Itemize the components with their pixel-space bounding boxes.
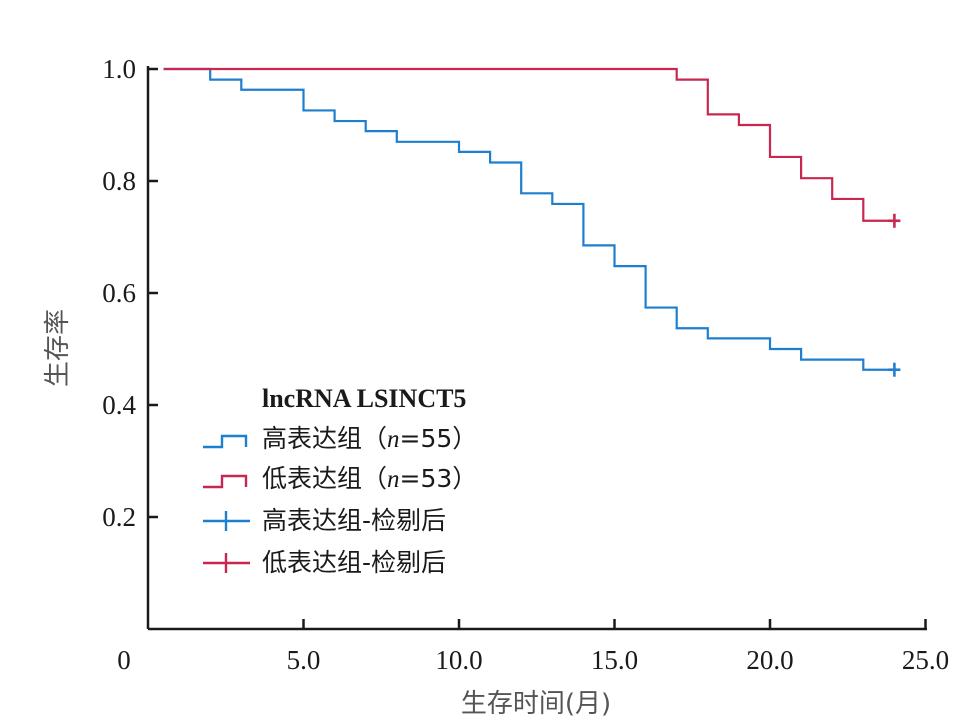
x-tick-label: 25.0: [902, 645, 949, 675]
legend-item-high-censored: 高表达组-检剔后: [203, 506, 446, 535]
y-tick-label: 1.0: [102, 54, 136, 84]
legend-label-high-main: 高表达组: [262, 424, 362, 453]
legend: lncRNA LSINCT5 高表达组（n=55） 低表达组（n=53） 高表达…: [203, 384, 477, 577]
legend-item-high: 高表达组（n=55）: [203, 424, 477, 453]
x-tick-label: 10.0: [435, 645, 482, 675]
legend-item-low-censored: 低表达组-检剔后: [203, 548, 446, 577]
x-tick-label: 20.0: [746, 645, 793, 675]
legend-step-swatch-low: [203, 474, 248, 489]
legend-label-high-open: （: [362, 424, 387, 453]
legend-label-high-n: n: [387, 426, 400, 453]
y-tick-label: 0.2: [102, 502, 136, 532]
y-tick-label: 0.8: [102, 166, 136, 196]
x-tick-label: 15.0: [591, 645, 638, 675]
x-tick-label: 5.0: [287, 645, 321, 675]
x-tick-label: 0: [117, 645, 131, 675]
legend-label-low-n: n: [387, 466, 400, 493]
legend-label-low-open: （: [362, 464, 387, 493]
x-axis-title: 生存时间(月): [461, 689, 611, 719]
curve-high-expression: [163, 67, 895, 371]
legend-label-high-censored: 高表达组-检剔后: [262, 506, 446, 535]
curve-low-expression: [163, 67, 895, 222]
ticks: 0 5.0 10.0 15.0 20.0 25.0 0.2 0.4 0.6 0.8 1.0: [102, 54, 949, 675]
legend-label-high-rest: =55）: [400, 424, 478, 453]
y-tick-label: 0.6: [102, 278, 136, 308]
legend-title: lncRNA LSINCT5: [262, 384, 466, 413]
legend-label-low-censored: 低表达组-检剔后: [262, 548, 446, 577]
legend-step-swatch-high: [203, 434, 248, 449]
legend-label-low: 低表达组（n=53）: [262, 464, 477, 493]
legend-label-high: 高表达组（n=55）: [262, 424, 477, 453]
y-axis-title: 生存率: [43, 309, 73, 387]
survival-curves: [163, 67, 901, 377]
legend-label-low-rest: =53）: [400, 464, 478, 493]
y-tick-label: 0.4: [102, 390, 136, 420]
axes: [146, 66, 927, 631]
legend-item-low: 低表达组（n=53）: [203, 464, 477, 493]
legend-label-low-main: 低表达组: [262, 464, 362, 493]
